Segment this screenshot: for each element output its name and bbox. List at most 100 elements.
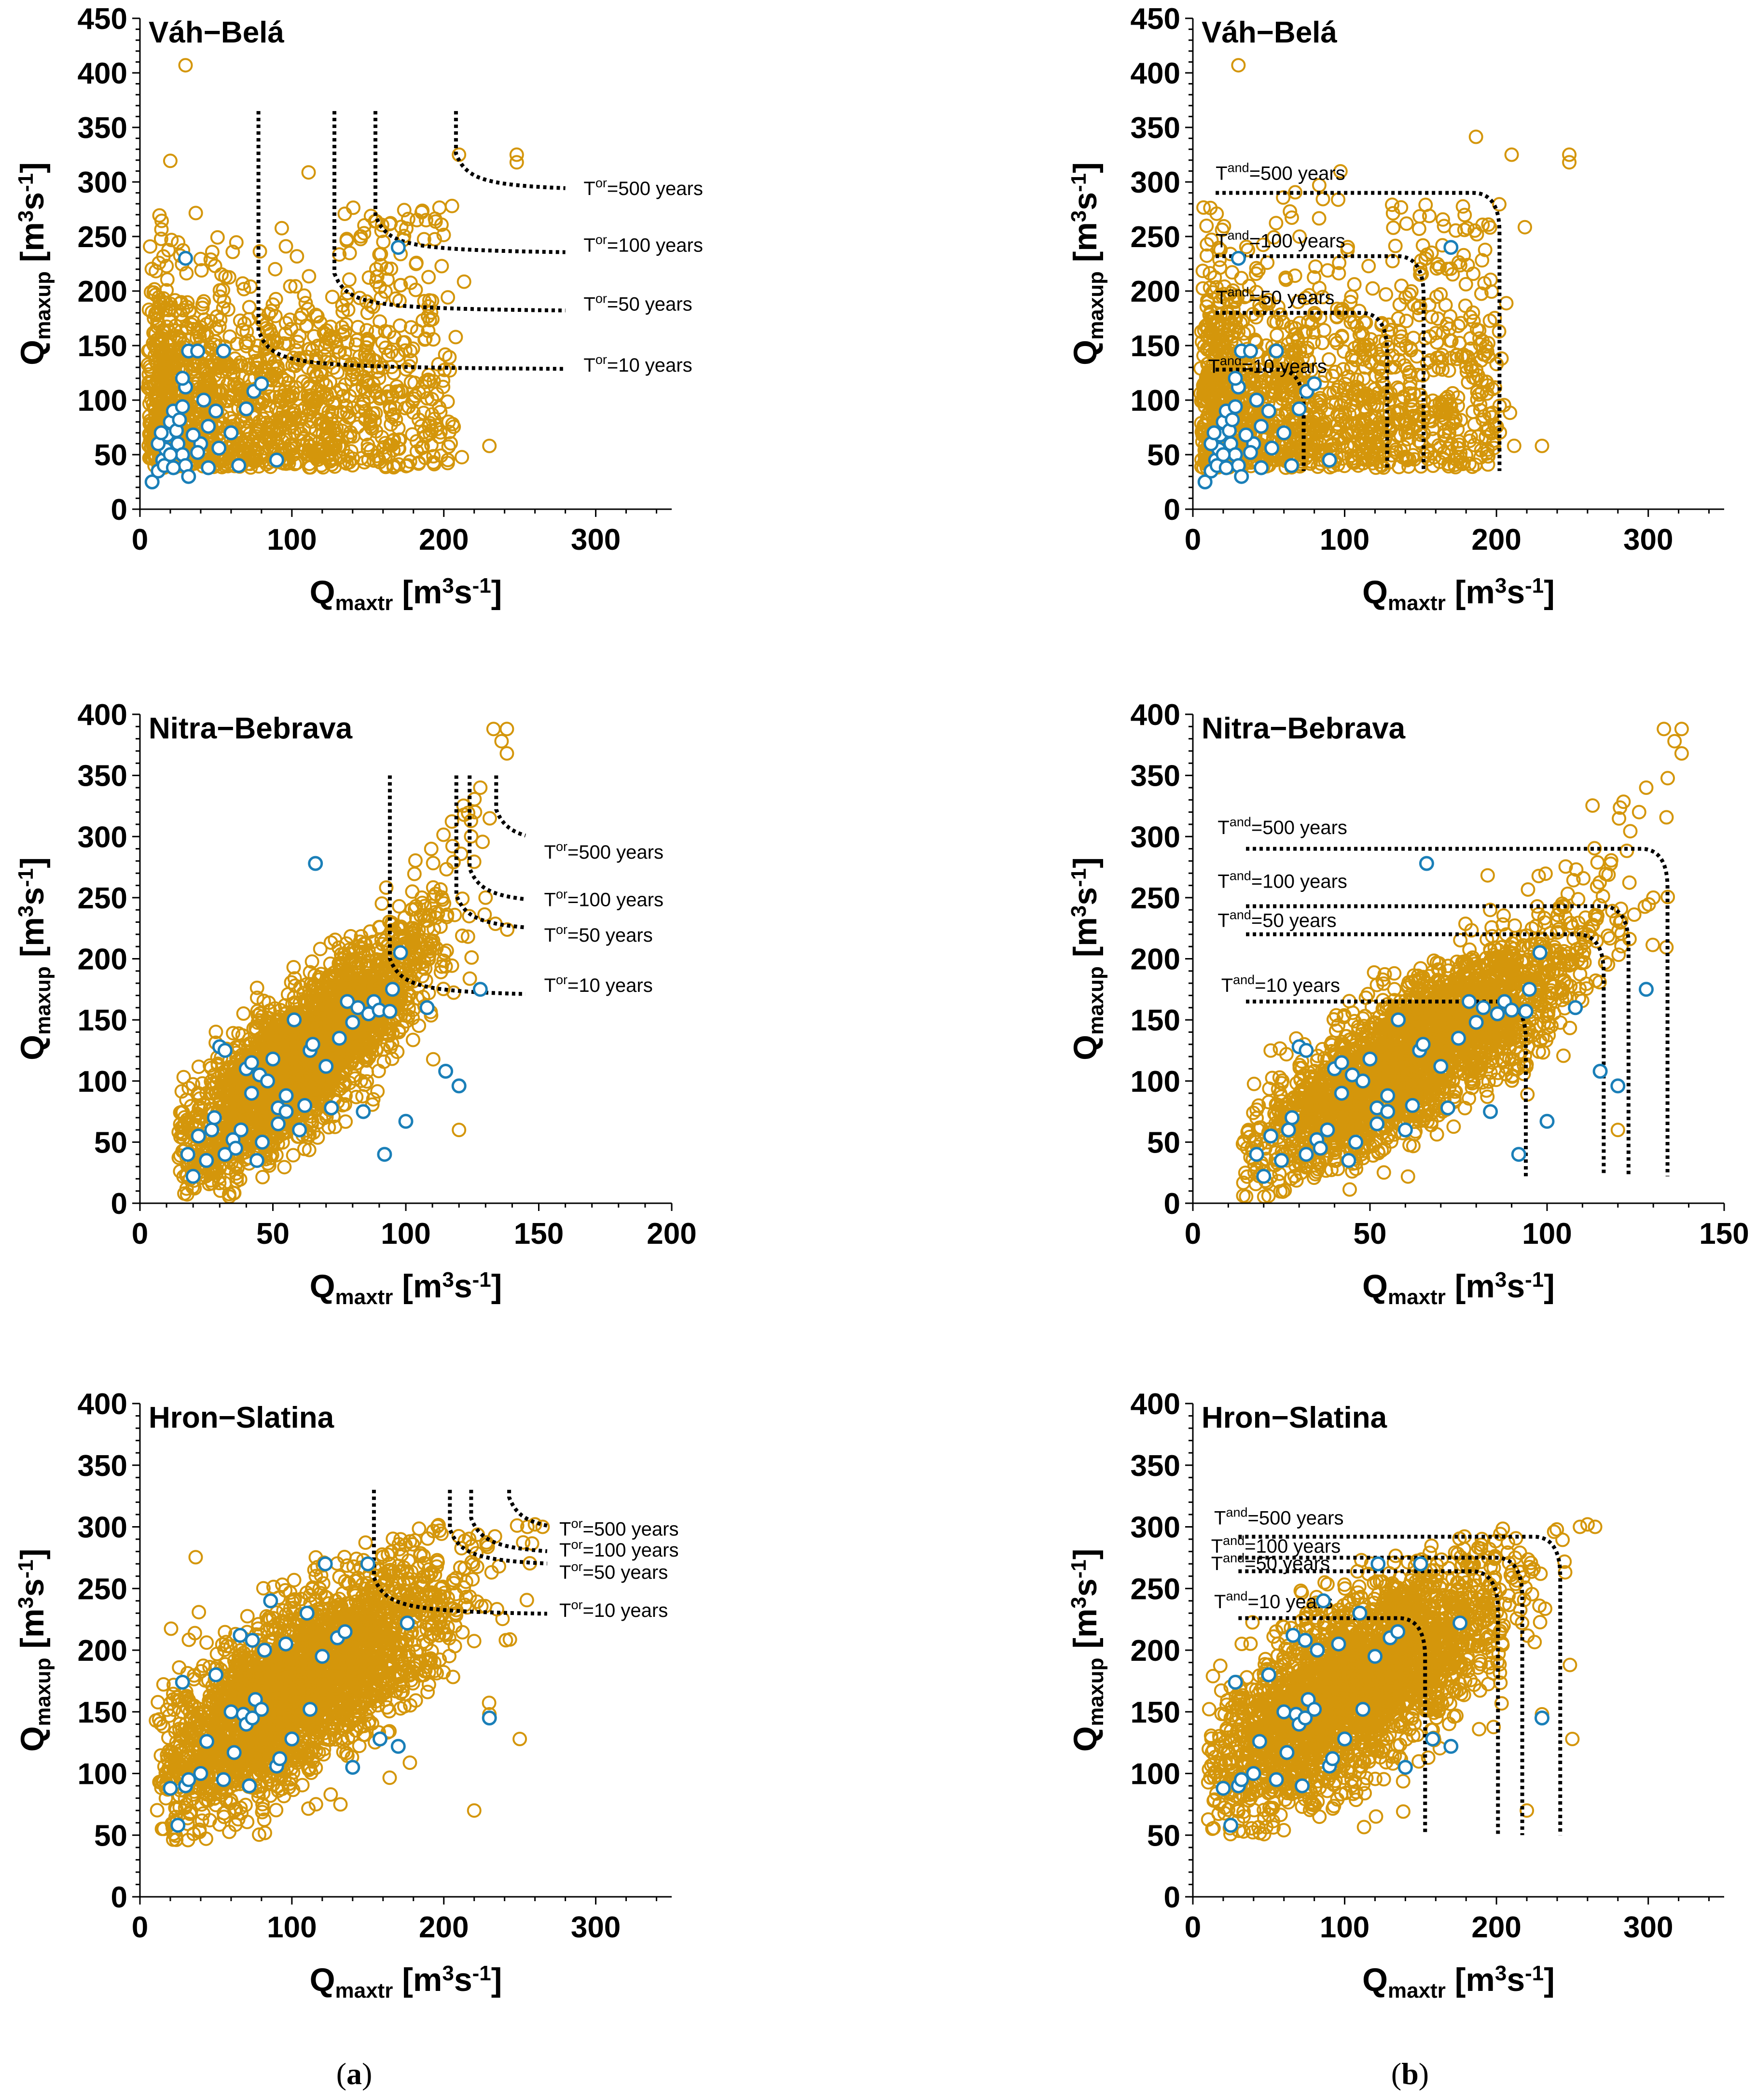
sim-point (425, 843, 438, 855)
obs-point (233, 459, 245, 472)
sim-point (303, 270, 315, 282)
simulated-series (172, 723, 513, 1203)
sim-point (343, 273, 356, 286)
obs-point (1235, 470, 1248, 483)
sim-point (407, 1034, 419, 1046)
sim-point (419, 333, 431, 345)
y-tick-label: 150 (78, 330, 127, 363)
sim-point (1348, 278, 1361, 291)
caption-a-letter: a (346, 2057, 362, 2091)
curve-label: Tand=500 years (1216, 161, 1345, 184)
sim-point (1313, 212, 1326, 224)
sim-point (1466, 306, 1479, 319)
obs-point (1262, 405, 1275, 417)
obs-point (1229, 372, 1242, 385)
sim-point (458, 276, 470, 288)
sim-point (190, 207, 202, 219)
sim-point (1200, 220, 1213, 232)
obs-point (1208, 427, 1220, 439)
sim-point (338, 208, 351, 220)
y-tick-label: 450 (78, 2, 127, 36)
obs-point (217, 345, 230, 357)
obs-point (176, 401, 189, 413)
x-tick-label: 300 (1623, 523, 1673, 556)
obs-point (1255, 420, 1268, 432)
obs-point (1293, 403, 1305, 415)
obs-point (164, 448, 177, 461)
y-tick-label: 50 (94, 439, 127, 472)
sim-point (1380, 288, 1392, 301)
x-tick-label: 200 (1471, 523, 1521, 556)
sim-point (427, 857, 440, 869)
y-tick-label: 0 (111, 493, 127, 527)
caption-b: (b) (1391, 2057, 1429, 2091)
x-tick-label: 200 (419, 523, 469, 556)
obs-point (392, 241, 404, 254)
sim-point (1508, 440, 1521, 452)
sim-point (1362, 260, 1375, 272)
sim-point (363, 271, 375, 284)
obs-point (1255, 461, 1268, 474)
sim-point (511, 156, 523, 168)
sim-point (375, 897, 388, 910)
sim-point (278, 1161, 290, 1173)
sim-point (1271, 329, 1283, 341)
sim-point (449, 331, 462, 343)
obs-point (1445, 241, 1457, 254)
y-tick-label: 400 (78, 57, 127, 90)
obs-point (213, 442, 225, 454)
sim-point (155, 223, 168, 236)
obs-point (1226, 414, 1239, 426)
sim-point (1326, 370, 1339, 382)
curve-label: Tor=100 years (583, 233, 703, 256)
sim-point (358, 219, 371, 232)
sim-point (409, 854, 422, 867)
obs-point (1308, 377, 1321, 390)
sim-point (1387, 222, 1399, 234)
sim-point (1214, 261, 1226, 274)
sim-point (484, 812, 496, 825)
obs-point (240, 403, 252, 415)
sim-point (1400, 217, 1413, 230)
simulated-series (1194, 59, 1576, 474)
y-tick-label: 450 (1131, 2, 1180, 36)
y-tick-label: 250 (78, 221, 127, 254)
sim-point (1519, 221, 1531, 234)
sim-point (180, 59, 192, 71)
obs-point (225, 427, 237, 439)
x-tick-label: 0 (132, 523, 148, 556)
sim-point (422, 271, 435, 283)
sim-point (1197, 264, 1209, 277)
curve-label: Tor=500 years (583, 176, 703, 199)
sim-point (1419, 199, 1432, 211)
obs-point (1270, 345, 1283, 357)
obs-point (1244, 446, 1257, 459)
obs-point (155, 427, 167, 439)
figure: (a) (b) 0501001502002503003504004500 100 2… (0, 0, 1756, 2100)
sim-point (164, 154, 177, 167)
obs-point (192, 345, 204, 357)
y-tick-label: 300 (1131, 166, 1180, 199)
sim-point (329, 933, 341, 946)
obs-point (1266, 442, 1278, 454)
x-tick-label: 100 (267, 523, 317, 556)
sim-point (1457, 200, 1469, 213)
sim-point (1235, 272, 1247, 284)
x-tick-label: 100 (1320, 523, 1369, 556)
y-axis-title: Qmaxup [m3s-1] (14, 162, 55, 365)
sim-point (435, 260, 448, 272)
sim-point (324, 375, 336, 388)
obs-point (1250, 394, 1263, 406)
sim-point (1500, 297, 1513, 309)
y-tick-label: 0 (1164, 493, 1180, 527)
sim-point (1332, 194, 1344, 206)
sim-point (211, 231, 224, 244)
sim-point (1226, 266, 1238, 278)
obs-point (255, 377, 268, 390)
sim-point (426, 408, 438, 421)
chart-title: Váh−Belá (149, 16, 284, 49)
obs-point (197, 394, 210, 406)
curve-label: Tand=100 years (1216, 228, 1345, 252)
